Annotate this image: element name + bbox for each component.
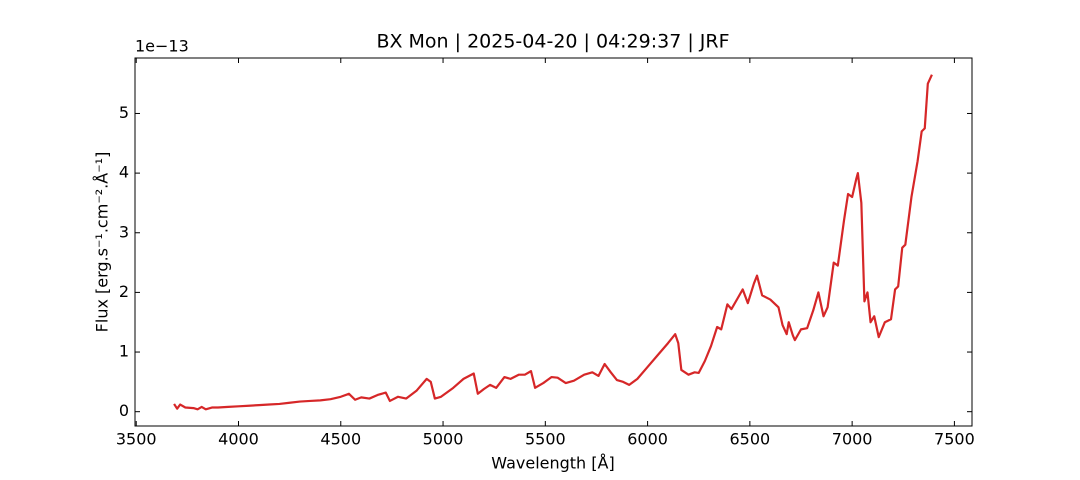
y-tick-label: 2 — [119, 282, 129, 301]
x-tick-label: 6500 — [730, 430, 771, 449]
x-tick-label: 5000 — [423, 430, 464, 449]
y-tick-label: 1 — [119, 342, 129, 361]
x-tick-label: 4500 — [320, 430, 361, 449]
y-tick-label: 0 — [119, 401, 129, 420]
x-tick-label: 5500 — [525, 430, 566, 449]
x-tick-label: 7500 — [934, 430, 975, 449]
y-tick-label: 5 — [119, 103, 129, 122]
x-tick-label: 6000 — [627, 430, 668, 449]
x-tick-label: 3500 — [116, 430, 157, 449]
plot-frame — [134, 57, 973, 427]
y-offset-label: 1e−13 — [135, 37, 189, 56]
y-tick-label: 3 — [119, 222, 129, 241]
x-tick-label: 7000 — [832, 430, 873, 449]
y-tick-label: 4 — [119, 163, 129, 182]
chart-title: BX Mon | 2025-04-20 | 04:29:37 | JRF — [376, 31, 729, 53]
y-axis-label: Flux [erg.s⁻¹.cm⁻².Å⁻¹] — [93, 152, 112, 333]
spectrum-line — [173, 74, 933, 411]
x-axis-label: Wavelength [Å] — [491, 454, 614, 473]
x-tick-label: 4000 — [218, 430, 259, 449]
